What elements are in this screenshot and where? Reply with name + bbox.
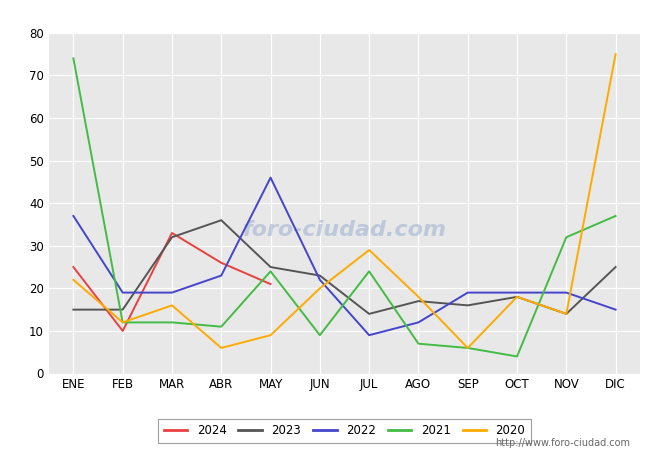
Text: foro-ciudad.com: foro-ciudad.com: [242, 220, 447, 240]
Text: Matriculaciones de Vehiculos en A Pastoriza: Matriculaciones de Vehiculos en A Pastor…: [164, 8, 486, 23]
Text: http://www.foro-ciudad.com: http://www.foro-ciudad.com: [495, 438, 630, 448]
Legend: 2024, 2023, 2022, 2021, 2020: 2024, 2023, 2022, 2021, 2020: [158, 418, 531, 443]
